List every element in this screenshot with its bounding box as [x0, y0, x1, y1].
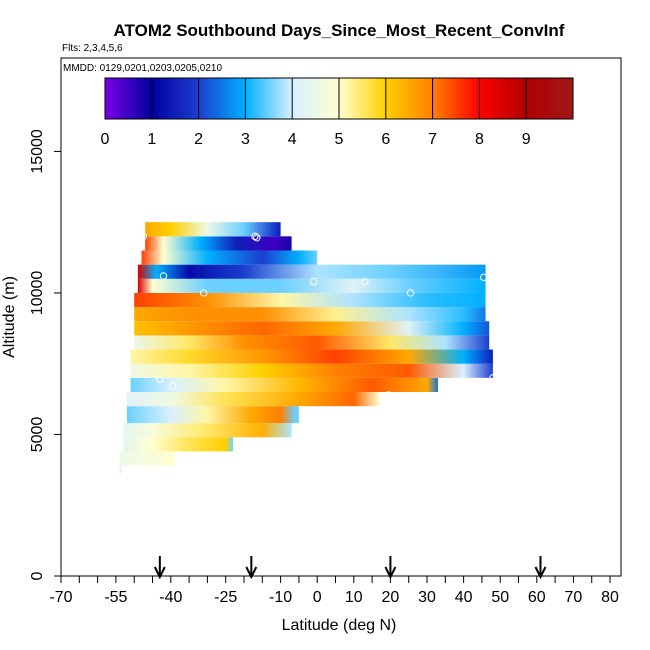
heatmap-layer [137, 264, 486, 279]
measurement-marker [135, 224, 144, 232]
y-axis-label: Altitude (m) [1, 276, 18, 358]
colorbar-tick-label: 6 [381, 131, 390, 148]
x-tick-label: 10 [345, 589, 363, 606]
plot-frame [60, 57, 622, 577]
heatmap-layer [134, 292, 486, 308]
y-tick-label: 5000 [29, 417, 46, 453]
y-axis: 0 5000 10000 15000 [29, 129, 61, 580]
heatmap-layer [126, 406, 299, 424]
y-tick-label: 15000 [29, 129, 46, 174]
heatmap-layer [145, 236, 292, 251]
heatmap-layer [134, 335, 490, 350]
x-tick-label: 30 [418, 589, 436, 606]
measurement-marker [406, 289, 415, 297]
x-tick-label: 40 [455, 589, 473, 606]
measurement-marker [139, 232, 148, 241]
x-tick-label: -25 [214, 589, 237, 606]
heatmap-layer [126, 392, 380, 407]
colorbar-tick-label: 1 [147, 131, 156, 148]
colorbar-tick-label: 3 [241, 131, 250, 148]
colorbar-tick-label: 0 [101, 131, 110, 148]
measurement-marker [168, 382, 177, 391]
x-tick-label: 80 [601, 589, 619, 606]
x-axis: -70 -55 -40 -25 -10 0 10 20 30 40 50 60 70 80 [49, 576, 619, 606]
colorbar-tick-label: 2 [194, 131, 203, 148]
heatmap-layer [130, 377, 438, 393]
flights-label: Flts: 2,3,4,5,6 [62, 43, 123, 54]
x-tick-label: 70 [565, 589, 583, 606]
heatmap-layer [119, 451, 175, 466]
measurement-marker [156, 375, 164, 383]
colorbar-ticks: 0 1 2 3 4 5 6 7 8 9 [101, 78, 531, 148]
measurement-marker [361, 277, 369, 286]
y-tick-label: 10000 [29, 271, 46, 316]
x-tick-label: 20 [382, 589, 400, 606]
x-tick-label: -10 [269, 589, 292, 606]
heatmap-layer [130, 349, 493, 364]
measurement-marker [253, 234, 261, 242]
flight-arrow [534, 556, 547, 580]
heatmap-layer [123, 423, 292, 438]
x-tick-label: -55 [104, 589, 127, 606]
dates-label: MMDD: 0129,0201,0203,0205,0210 [63, 63, 222, 74]
heatmap-layer [137, 278, 486, 293]
chart-title: ATOM2 Southbound Days_Since_Most_Recent_… [114, 21, 565, 40]
colorbar-tick-label: 5 [335, 131, 344, 148]
measurement-marker [489, 374, 497, 382]
x-tick-label: -40 [159, 589, 182, 606]
colorbar-tick-label: 9 [522, 131, 531, 148]
measurement-marker [309, 277, 318, 286]
flight-arrow [384, 556, 397, 580]
colorbar-tick-label: 4 [288, 131, 297, 148]
heatmap-layer [145, 222, 281, 237]
x-tick-label: -70 [49, 589, 72, 606]
x-tick-label: 50 [491, 589, 509, 606]
flight-arrow [153, 556, 166, 580]
flight-arrows [153, 556, 547, 580]
y-tick-label: 0 [29, 571, 46, 580]
flight-arrow [245, 556, 258, 580]
measurement-markers [135, 224, 497, 399]
colorbar-tick-label: 8 [475, 131, 484, 148]
measurement-marker [480, 273, 488, 282]
x-axis-label: Latitude (deg N) [282, 617, 397, 634]
heatmap-layer [134, 307, 486, 322]
heatmap-layer [119, 465, 122, 475]
x-tick-label: 60 [528, 589, 546, 606]
heatmap-layers [119, 222, 493, 475]
x-tick-label: 0 [313, 589, 322, 606]
heatmap-layer [123, 437, 234, 452]
colorbar-tick-label: 7 [428, 131, 437, 148]
heatmap-layer [141, 250, 318, 265]
measurement-marker [384, 391, 393, 399]
measurement-marker [200, 289, 208, 297]
measurement-marker [159, 272, 168, 280]
heatmap-layer [134, 321, 490, 336]
heatmap-layer [130, 363, 493, 378]
measurement-marker [251, 232, 259, 241]
